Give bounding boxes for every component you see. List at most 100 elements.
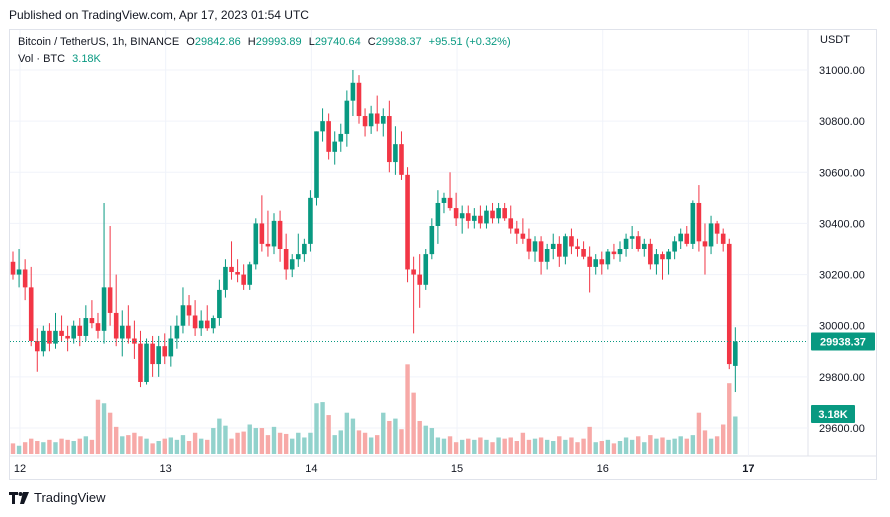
candle-body[interactable] [277, 220, 283, 249]
candle-body[interactable] [320, 121, 325, 132]
candle-body[interactable] [599, 259, 605, 265]
candle-body[interactable] [641, 243, 647, 249]
candle-body[interactable] [453, 208, 459, 219]
candle-body[interactable] [338, 133, 344, 142]
candle-body[interactable] [174, 325, 180, 339]
candle-body[interactable] [235, 272, 240, 275]
candle-body[interactable] [496, 208, 501, 219]
candle-body[interactable] [101, 287, 107, 331]
candle-body[interactable] [472, 215, 477, 221]
candle-body[interactable] [59, 330, 64, 336]
candle-body[interactable] [362, 116, 368, 127]
candle-body[interactable] [113, 312, 119, 339]
candle-body[interactable] [192, 315, 198, 329]
candle-body[interactable] [229, 266, 234, 273]
candle-body[interactable] [368, 113, 374, 127]
candle-body[interactable] [447, 197, 453, 209]
candle-body[interactable] [526, 238, 532, 252]
candle-body[interactable] [605, 251, 611, 265]
candle-body[interactable] [119, 325, 125, 339]
candle-body[interactable] [95, 323, 101, 331]
candle-body[interactable] [690, 202, 696, 244]
candle-body[interactable] [654, 254, 659, 265]
candle-body[interactable] [83, 318, 89, 336]
candle-body[interactable] [405, 174, 410, 270]
candle-body[interactable] [344, 100, 350, 134]
candle-body[interactable] [71, 325, 76, 339]
candle-body[interactable] [672, 241, 677, 252]
candle-body[interactable] [514, 228, 520, 234]
candle-body[interactable] [332, 141, 338, 152]
candle-body[interactable] [380, 116, 386, 124]
candle-body[interactable] [550, 243, 556, 249]
candle-body[interactable] [393, 144, 398, 163]
candle-body[interactable] [508, 218, 514, 229]
candle-body[interactable] [28, 287, 34, 342]
candle-body[interactable] [635, 236, 641, 249]
candle-body[interactable] [253, 223, 259, 265]
candle-body[interactable] [733, 341, 738, 366]
candle-body[interactable] [247, 264, 253, 285]
candle-body[interactable] [283, 249, 289, 270]
candle-body[interactable] [387, 116, 392, 163]
candle-body[interactable] [65, 335, 70, 339]
candle-body[interactable] [569, 236, 574, 247]
tradingview-footer[interactable]: TradingView [9, 490, 106, 505]
candle-body[interactable] [162, 346, 168, 357]
candle-body[interactable] [441, 197, 447, 203]
candle-body[interactable] [259, 223, 265, 244]
candle-body[interactable] [411, 269, 416, 275]
candle-body[interactable] [356, 82, 362, 117]
candle-body[interactable] [666, 251, 671, 260]
candle-body[interactable] [593, 259, 599, 267]
candle-body[interactable] [198, 320, 204, 329]
candle-body[interactable] [660, 254, 665, 260]
candle-body[interactable] [648, 243, 653, 265]
candle-body[interactable] [47, 330, 52, 344]
candle-body[interactable] [544, 249, 550, 262]
candle-body[interactable] [16, 269, 22, 275]
candle-body[interactable] [186, 305, 192, 316]
candle-body[interactable] [241, 274, 246, 285]
candle-body[interactable] [459, 213, 465, 219]
candle-body[interactable] [611, 251, 617, 255]
candle-body[interactable] [156, 346, 161, 365]
volume-label[interactable]: Vol · BTC [18, 53, 66, 65]
candle-body[interactable] [532, 241, 538, 252]
candle-body[interactable] [587, 256, 592, 267]
symbol-label[interactable]: Bitcoin / TetherUS, 1h, BINANCE [18, 36, 180, 48]
candle-body[interactable] [150, 343, 155, 365]
candle-body[interactable] [374, 113, 380, 124]
candle-body[interactable] [295, 254, 301, 260]
candle-body[interactable] [581, 249, 586, 257]
candle-body[interactable] [211, 318, 216, 329]
candle-body[interactable] [53, 330, 58, 344]
candle-body[interactable] [132, 338, 137, 344]
candle-body[interactable] [429, 225, 435, 255]
candle-body[interactable] [77, 325, 83, 336]
candle-body[interactable] [435, 202, 441, 226]
candle-body[interactable] [726, 243, 732, 365]
candle-body[interactable] [22, 269, 28, 288]
candle-body[interactable] [265, 243, 271, 247]
candle-body[interactable] [490, 210, 495, 219]
candle-body[interactable] [326, 121, 331, 152]
candle-body[interactable] [271, 220, 277, 247]
candle-body[interactable] [629, 236, 635, 239]
candle-body[interactable] [678, 233, 683, 242]
candle-body[interactable] [538, 241, 544, 262]
candle-body[interactable] [714, 223, 720, 234]
candle-body[interactable] [563, 236, 568, 257]
candle-body[interactable] [684, 233, 690, 244]
candle-body[interactable] [308, 197, 313, 244]
candle-body[interactable] [575, 246, 580, 249]
candle-body[interactable] [223, 266, 228, 290]
candle-body[interactable] [350, 82, 356, 101]
candle-body[interactable] [126, 325, 131, 339]
candle-body[interactable] [204, 320, 210, 329]
candle-body[interactable] [617, 249, 623, 255]
candle-body[interactable] [107, 287, 113, 313]
candle-body[interactable] [702, 241, 708, 247]
candle-body[interactable] [302, 243, 307, 255]
